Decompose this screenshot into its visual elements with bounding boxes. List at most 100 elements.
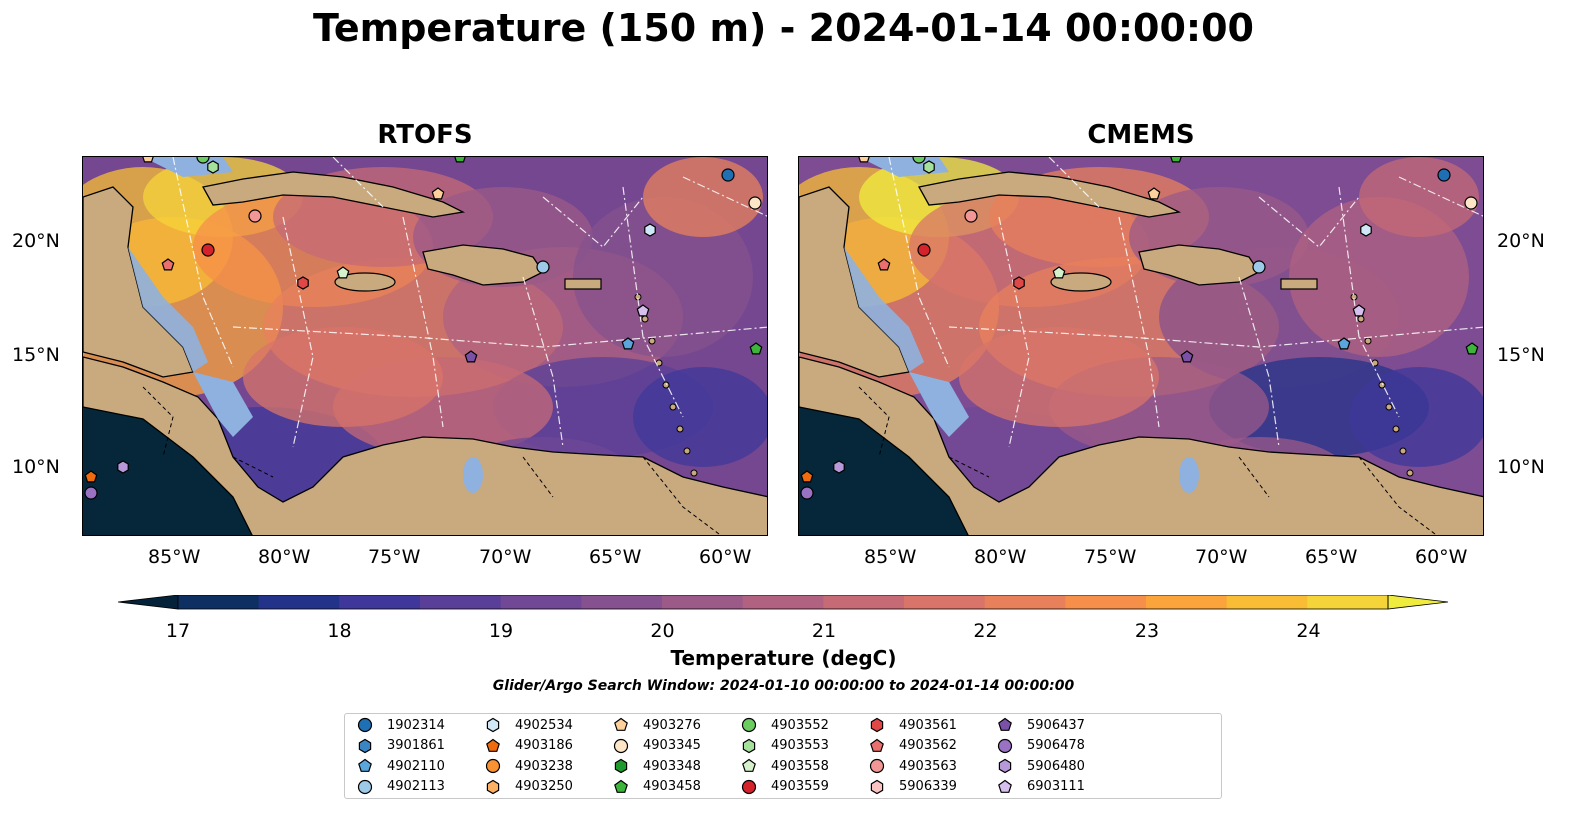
lake-maracaibo: [463, 457, 483, 493]
colorbar-segment: [500, 595, 582, 609]
legend-label: 5906339: [899, 779, 957, 794]
float-marker-4903458: [749, 342, 763, 355]
lesser-antilles-island: [1378, 381, 1386, 389]
y-tick-label: 20°N: [12, 230, 60, 252]
temperature-patch: [1289, 197, 1469, 357]
eez-boundary: [622, 186, 684, 418]
pacific-ocean: [83, 407, 252, 535]
float-marker-4903458: [1170, 157, 1182, 163]
lesser-antilles-island: [1385, 403, 1393, 411]
legend-label: 4903552: [771, 717, 829, 733]
colorbar-segment: [1226, 595, 1308, 609]
lesser-antilles-island: [1406, 469, 1414, 477]
x-tick-label: 75°W: [368, 546, 421, 568]
x-tick-label: 65°W: [1305, 546, 1358, 568]
float-marker-4903458: [454, 157, 466, 163]
panel-title-cmems: CMEMS: [1087, 120, 1195, 150]
lesser-antilles-island: [641, 315, 649, 323]
float-marker-4903345: [1464, 196, 1478, 210]
float-marker-5906478: [84, 486, 98, 500]
cuba: [201, 171, 466, 218]
temperature-patch: [643, 157, 763, 237]
map-rtofs: [82, 156, 768, 536]
eez-boundary: [888, 157, 950, 368]
legend-entry-4903276: 4903276: [613, 717, 701, 733]
panel-title-rtofs: RTOFS: [377, 120, 473, 150]
float-marker-4902113: [536, 260, 550, 274]
legend-label: 4903562: [899, 738, 957, 753]
legend-marker-icon: [997, 738, 1013, 753]
lesser-antilles-island: [1357, 315, 1365, 323]
legend-label: 6903111: [1027, 779, 1085, 794]
legend-label: 4903563: [899, 758, 957, 774]
legend-entry-4903552: 4903552: [741, 717, 829, 733]
eez-boundary: [1238, 276, 1280, 448]
lesser-antilles-island: [676, 425, 684, 433]
colorbar-segment: [1065, 595, 1147, 609]
x-tick-label: 85°W: [148, 546, 201, 568]
eez-boundary: [1338, 186, 1400, 418]
legend-label: 5906437: [1027, 717, 1085, 733]
legend-entry-5906480: 5906480: [997, 758, 1085, 774]
hispaniola: [422, 244, 544, 286]
float-marker-4903559: [201, 243, 215, 257]
float-marker-4902534: [644, 223, 656, 237]
float-marker-4903276: [858, 157, 870, 163]
lesser-antilles-island: [1392, 425, 1400, 433]
lesser-antilles-island: [648, 337, 656, 345]
float-marker-4903559: [917, 243, 931, 257]
colorbar: [118, 595, 1449, 610]
float-marker-5906437: [1180, 350, 1194, 363]
colorbar-tick-label: 18: [327, 620, 352, 642]
x-tick-label: 85°W: [864, 546, 917, 568]
legend-entry-6903111: 6903111: [997, 779, 1085, 795]
shelf: [844, 247, 924, 372]
x-tick-label: 80°W: [974, 546, 1027, 568]
country-border: [642, 456, 722, 535]
temperature-patch: [573, 197, 753, 357]
x-tick-label: 80°W: [258, 546, 311, 568]
legend-entry-4903345: 4903345: [613, 738, 701, 754]
legend-marker-icon: [741, 779, 757, 794]
legend-entry-4902113: 4902113: [357, 779, 445, 795]
legend-entry-5906437: 5906437: [997, 717, 1085, 733]
jamaica: [1050, 272, 1112, 292]
legend-entry-4903561: 4903561: [869, 717, 957, 733]
float-marker-4902534: [1360, 223, 1372, 237]
float-marker-4903558: [1052, 266, 1066, 279]
lesser-antilles-island: [669, 403, 677, 411]
float-marker-4903276: [142, 157, 154, 163]
float-marker-4903561: [297, 276, 309, 290]
country-border: [1238, 456, 1270, 498]
float-marker-4903345: [748, 196, 762, 210]
legend-marker-icon: [357, 717, 373, 733]
legend-marker-icon: [742, 758, 756, 772]
legend-label: 4903348: [643, 758, 701, 774]
eez-boundary: [998, 216, 1030, 448]
search-window-text: Glider/Argo Search Window: 2024-01-10 00…: [492, 678, 1075, 694]
float-marker-4903563: [964, 209, 978, 223]
y-tick-label: 10°N: [1497, 456, 1545, 478]
colorbar-segment: [420, 595, 502, 609]
eez-boundary: [1048, 157, 1100, 208]
float-marker-4902113: [1252, 260, 1266, 274]
legend-label: 4902113: [387, 779, 445, 794]
colorbar-segment: [823, 595, 905, 609]
y-tick-label: 20°N: [1497, 230, 1545, 252]
x-tick-label: 75°W: [1084, 546, 1137, 568]
lesser-antilles-island: [690, 469, 698, 477]
temperature-patch: [633, 367, 767, 467]
colorbar-tick-label: 21: [811, 620, 837, 642]
eez-boundary: [282, 216, 314, 448]
float-marker-4903276: [431, 187, 445, 200]
legend-label: 4903458: [643, 779, 701, 794]
colorbar-segment: [662, 595, 744, 609]
legend-label: 1902314: [387, 717, 445, 733]
puerto-rico: [1280, 278, 1318, 290]
float-marker-4903553: [923, 160, 935, 174]
legend-label: 4903553: [771, 738, 829, 753]
hispaniola: [1138, 244, 1260, 286]
colorbar-segment: [339, 595, 421, 609]
legend-entry-4903458: 4903458: [613, 779, 701, 795]
legend-label: 4902534: [515, 717, 573, 733]
